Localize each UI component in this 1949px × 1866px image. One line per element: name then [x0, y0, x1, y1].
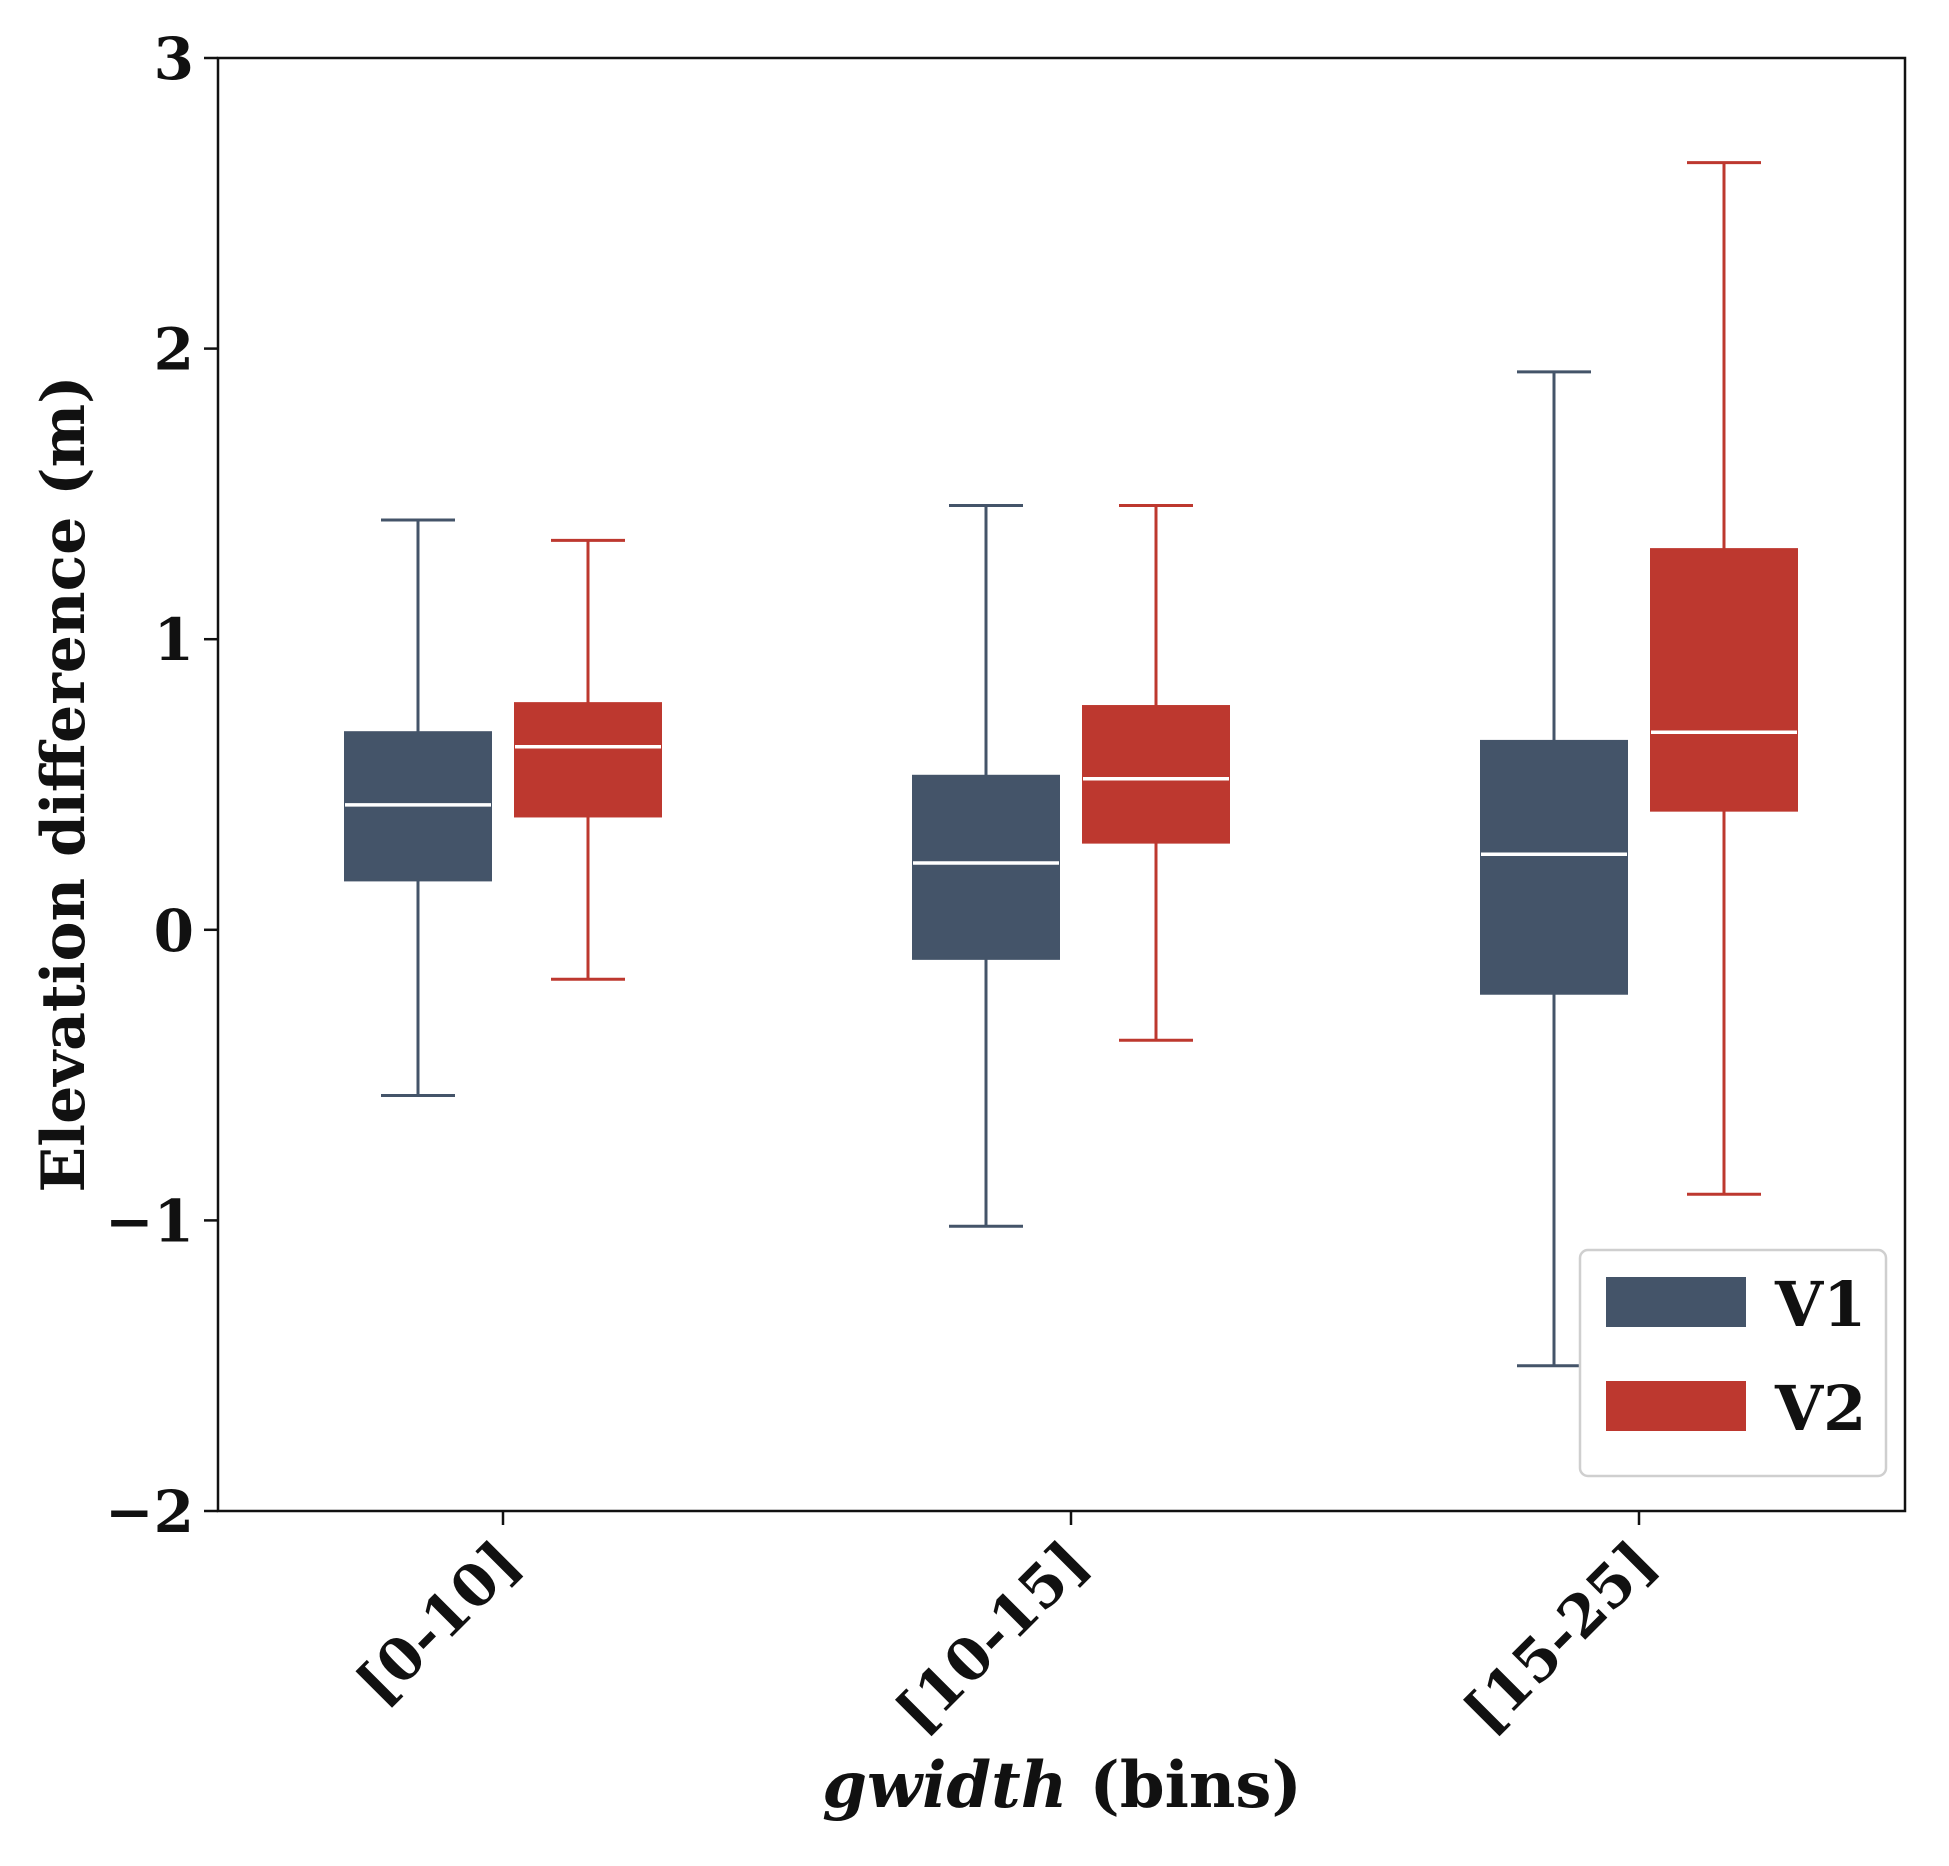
y-tick-label-2: 0: [154, 897, 194, 965]
box-group-v1-1: [344, 518, 492, 1097]
y-tick-label-5: 3: [154, 25, 194, 93]
plot-marks: [344, 161, 1798, 1368]
box-v2-1: [514, 702, 662, 818]
legend-label-v1: V1: [1774, 1268, 1866, 1341]
legend-swatch-v2: [1606, 1381, 1746, 1431]
plot-frame: [216, 56, 1907, 1513]
box-group-v2-1: [514, 538, 662, 981]
box-group-v2-2: [1082, 504, 1230, 1042]
x-axis: [0-10] [10-15] [15-25]: [343, 1511, 1669, 1746]
x-tick-label-0: [0-10]: [343, 1528, 533, 1718]
x-axis-title-italic: gwidth: [822, 1748, 1067, 1823]
box-v2-3: [1650, 548, 1798, 812]
legend-label-v2: V2: [1774, 1372, 1866, 1445]
x-axis-title: gwidth (bins): [822, 1748, 1301, 1823]
box-group-v1-2: [912, 504, 1060, 1228]
legend: V1 V2: [1578, 1248, 1888, 1478]
box-group-v1-3: [1480, 370, 1628, 1368]
y-tick-label-3: 1: [154, 606, 194, 674]
y-tick-label-4: 2: [154, 316, 194, 384]
x-tick-label-2: [15-25]: [1451, 1528, 1669, 1746]
y-axis-title: Elevation difference (m): [29, 376, 99, 1193]
box-v2-2: [1082, 705, 1230, 844]
y-axis: −2 −1 0 1 2 3: [105, 25, 218, 1546]
box-group-v2-3: [1650, 161, 1798, 1196]
box-v1-3: [1480, 739, 1628, 995]
y-tick-label-0: −2: [105, 1478, 194, 1546]
x-axis-title-suffix: (bins): [1067, 1748, 1301, 1823]
legend-swatch-v1: [1606, 1277, 1746, 1327]
box-v1-2: [912, 774, 1060, 960]
y-tick-label-1: −1: [105, 1187, 194, 1255]
x-tick-label-1: [10-15]: [883, 1528, 1101, 1746]
